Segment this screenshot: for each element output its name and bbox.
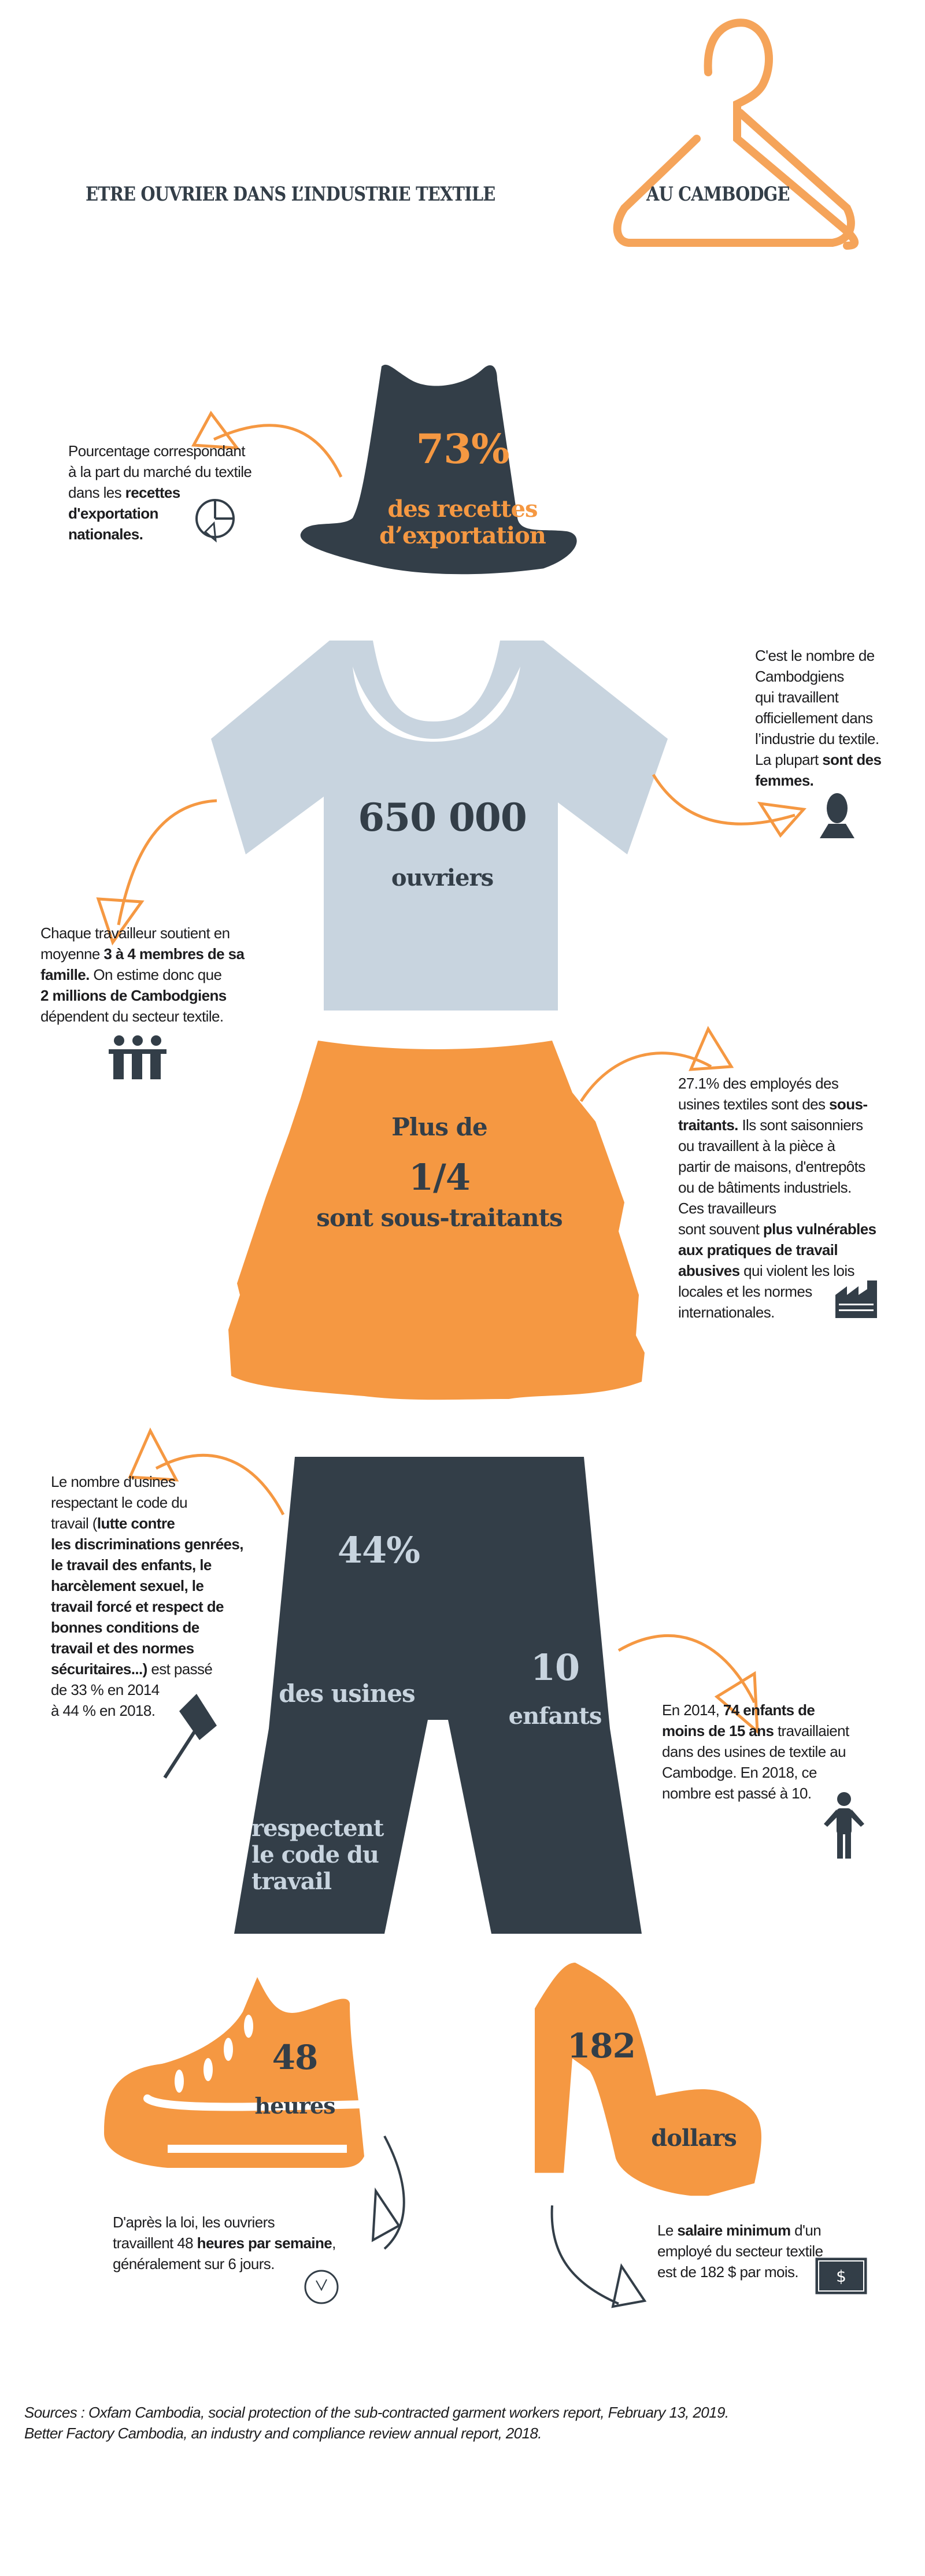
child-icon: [824, 1792, 864, 1859]
skirt-prefix: Plus de: [391, 1113, 487, 1141]
tshirt-illustration: [211, 641, 668, 1011]
title-left: ETRE OUVRIER DANS L’INDUSTRIE TEXTILE: [86, 183, 495, 206]
hat-label: des recettes d’exportation: [379, 495, 546, 549]
hanger-icon: [613, 18, 859, 250]
shirt-note-right: C'est le nombre de Cambodgiens qui travail…: [755, 647, 882, 789]
hat-note: Pourcentage correspondant à la part du ma…: [68, 442, 252, 543]
hat-value: 73%: [416, 425, 510, 473]
pants-illustration: [234, 1457, 642, 1934]
skirt-value: 1/4: [409, 1156, 471, 1198]
sneaker-note: D'après la loi, les ouvriers travaillent …: [113, 2214, 336, 2272]
svg-text:$: $: [836, 2267, 846, 2286]
pants-label-left-2: respectent le code du travail: [251, 1815, 384, 1895]
woman-icon: [820, 793, 854, 838]
curved-arrow-icon: [128, 1427, 285, 1516]
curved-arrow-icon: [371, 2135, 405, 2250]
pants-note-left: Le nombre d'usines respectant le code du t…: [51, 1473, 244, 1719]
skirt-illustration: [228, 1041, 645, 1400]
sources: Sources : Oxfam Cambodia, social protect…: [24, 2404, 729, 2442]
pants-label-right: enfants: [508, 1702, 602, 1730]
pants-label-left-1: des usines: [279, 1679, 415, 1708]
curved-arrow-icon: [579, 1026, 734, 1102]
high-heel-illustration: [535, 1963, 761, 2196]
pants-value-right: 10: [530, 1646, 580, 1689]
curved-arrow-icon: [550, 2205, 647, 2308]
curved-arrow-icon: [652, 773, 806, 838]
clock-icon: [304, 2270, 339, 2304]
heel-value: 182: [567, 2026, 636, 2066]
sneaker-label: heures: [254, 2093, 335, 2119]
shirt-label: ouvriers: [391, 864, 494, 891]
shirt-note-left: Chaque travailleur soutient en moyenne 3 …: [40, 924, 245, 1025]
curved-arrow-icon: [617, 1634, 759, 1735]
people-group-icon: [109, 1035, 166, 1079]
heel-label: dollars: [651, 2125, 737, 2152]
hat-illustration: [300, 364, 577, 575]
curved-arrow-icon: [191, 410, 343, 478]
skirt-note: 27.1% des employés des usines textiles so…: [678, 1075, 876, 1321]
title-right: AU CAMBODGE: [646, 183, 790, 206]
pants-note-right: En 2014, 74 enfants de moins de 15 ans tr…: [662, 1701, 849, 1802]
shirt-value: 650 000: [358, 795, 527, 840]
sneaker-illustration: [104, 1977, 365, 2168]
factory-icon: [835, 1280, 877, 1318]
pants-value-left: 44%: [337, 1529, 420, 1571]
money-bill-icon: $: [815, 2257, 867, 2294]
gavel-icon: [163, 1694, 217, 1779]
sneaker-value: 48: [272, 2038, 319, 2077]
pie-chart-icon: [195, 499, 235, 543]
heel-note: Le salaire minimum d'un employé du secteu…: [657, 2222, 823, 2281]
skirt-label: sont sous-traitants: [316, 1204, 563, 1232]
curved-arrow-icon: [96, 799, 217, 946]
